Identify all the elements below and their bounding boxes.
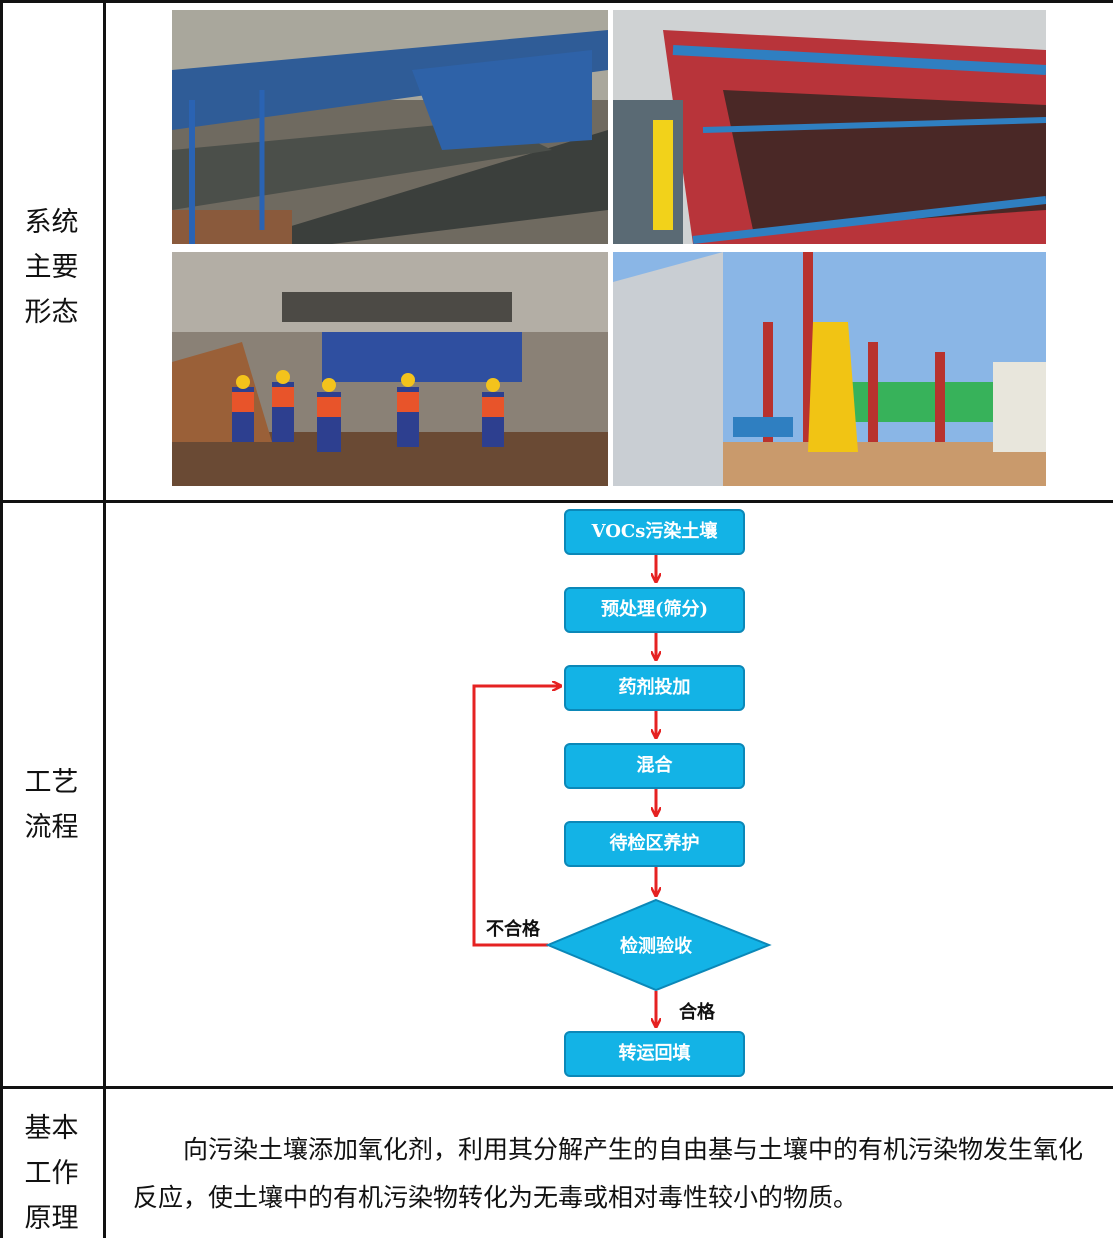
fail-label: 不合格: [486, 919, 540, 940]
step-box-voc-soil: VOCs污染土壤: [564, 509, 745, 555]
process-flowchart: VOCs污染土壤 预处理(筛分) 药剂投加 混合 待检区养护 检测验收 不合格 …: [106, 503, 1113, 1086]
step-box-mixing: 混合: [564, 743, 745, 789]
row-divider: [0, 1086, 1113, 1089]
screening-machine-photo: [613, 10, 1046, 244]
step-box-curing: 待检区养护: [564, 821, 745, 867]
step-box-backfill: 转运回填: [564, 1031, 745, 1077]
column-divider: [103, 0, 106, 1238]
mixing-plant-workers-photo: [172, 252, 608, 486]
pass-label: 合格: [679, 1002, 715, 1023]
treatment-site-chimneys-photo: [613, 252, 1046, 486]
decision-label: 检测验收: [620, 936, 692, 957]
principle-paragraph: 向污染土壤添加氧化剂，利用其分解产生的自由基与土壤中的有机污染物发生氧化反应，使…: [133, 1135, 1084, 1212]
system-form-label: 系统 主要 形态: [24, 207, 79, 328]
step-box-reagent-dosing: 药剂投加: [564, 665, 745, 711]
basic-principle-label: 基本 工作 原理: [24, 1113, 79, 1234]
row-divider: [0, 500, 1113, 503]
inspection-decision-diamond: [545, 898, 772, 992]
fail-loop-arrow: [472, 686, 560, 947]
process-flow-label: 工艺 流程: [24, 767, 79, 843]
step-box-pretreatment: 预处理(筛分): [564, 587, 745, 633]
conveyor-belt-photo: [172, 10, 608, 244]
